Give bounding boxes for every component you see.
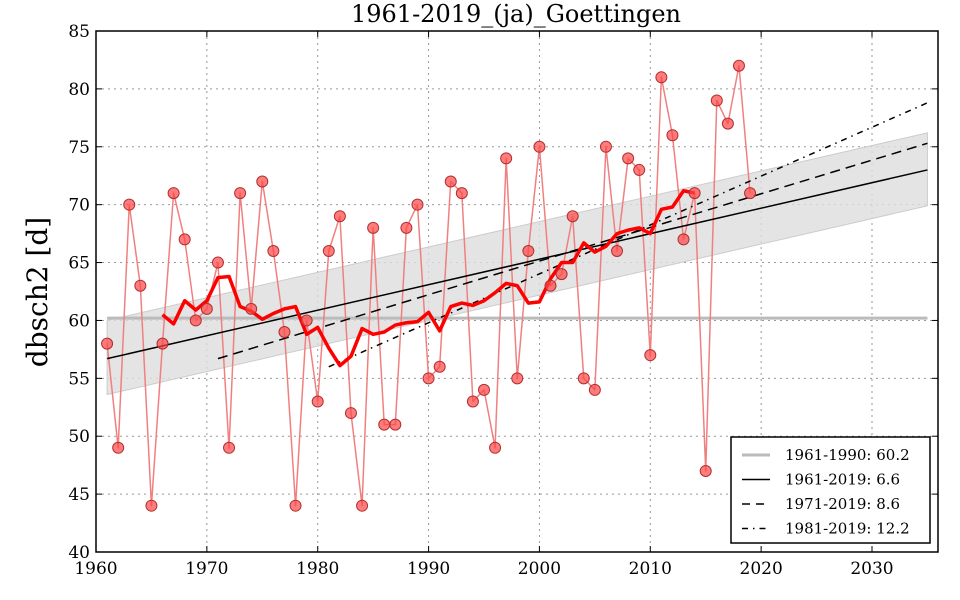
legend-label: 1961-1990: 60.2 xyxy=(785,446,910,464)
y-tick-label: 75 xyxy=(68,138,90,158)
legend-label: 1971-2019: 8.6 xyxy=(785,495,900,513)
data-point xyxy=(500,152,513,165)
data-point xyxy=(178,233,191,246)
data-point xyxy=(211,256,224,269)
data-point xyxy=(644,349,657,362)
data-point xyxy=(677,233,690,246)
data-point xyxy=(533,140,546,153)
data-point xyxy=(577,372,590,385)
chart-title: 1961-2019_(ja)_Goettingen xyxy=(351,0,681,28)
data-point xyxy=(433,360,446,373)
y-tick-label: 60 xyxy=(68,311,90,331)
y-tick-label: 80 xyxy=(68,80,90,100)
y-tick-label: 50 xyxy=(68,427,90,447)
data-point xyxy=(289,499,302,512)
data-point xyxy=(400,221,413,234)
data-point xyxy=(167,187,180,200)
data-point xyxy=(145,499,158,512)
plot-frame xyxy=(95,30,939,553)
data-point xyxy=(322,244,335,257)
data-point xyxy=(411,198,424,211)
data-point xyxy=(367,221,380,234)
data-point xyxy=(189,314,202,327)
data-point xyxy=(356,499,369,512)
data-point xyxy=(333,210,346,223)
data-point xyxy=(599,140,612,153)
data-point xyxy=(123,198,136,211)
data-point xyxy=(234,187,247,200)
y-tick-label: 65 xyxy=(68,254,90,274)
data-points xyxy=(101,59,757,512)
data-point xyxy=(344,407,357,420)
x-tick-label: 2020 xyxy=(740,559,783,579)
data-point xyxy=(278,326,291,339)
data-point xyxy=(311,395,324,408)
x-tick-label: 2010 xyxy=(629,559,672,579)
data-point xyxy=(223,441,236,454)
y-tick-label: 70 xyxy=(68,196,90,216)
data-point xyxy=(655,71,668,84)
series-trend-dashed xyxy=(217,142,928,360)
data-point xyxy=(566,210,579,223)
x-tick-label: 2030 xyxy=(850,559,893,579)
data-point xyxy=(256,175,269,188)
data-point xyxy=(245,302,258,315)
data-point xyxy=(134,279,147,292)
x-tick-label: 1980 xyxy=(296,559,339,579)
series-trend-dashdot xyxy=(328,102,928,368)
y-tick-label: 40 xyxy=(68,543,90,563)
data-point xyxy=(588,383,601,396)
data-point xyxy=(511,372,524,385)
data-point xyxy=(489,441,502,454)
legend-label: 1981-2019: 12.2 xyxy=(785,520,910,538)
data-point xyxy=(744,187,757,200)
data-point xyxy=(622,152,635,165)
data-point xyxy=(478,383,490,396)
data-point xyxy=(732,59,745,72)
y-tick-label: 55 xyxy=(68,369,90,389)
x-tick-label: 2000 xyxy=(518,559,561,579)
data-point xyxy=(522,244,535,257)
data-point xyxy=(699,464,712,477)
data-point xyxy=(200,302,213,315)
data-point xyxy=(300,314,313,327)
data-point xyxy=(267,244,280,257)
y-axis-label: dbsch2 [d] xyxy=(21,217,54,367)
data-point xyxy=(389,418,402,431)
data-point xyxy=(101,337,114,350)
data-point xyxy=(666,129,679,142)
data-point xyxy=(721,117,734,130)
data-point xyxy=(112,441,125,454)
x-tick-label: 1990 xyxy=(407,559,450,579)
data-point xyxy=(710,94,723,107)
y-tick-label: 45 xyxy=(68,485,90,505)
x-tick-label: 1960 xyxy=(74,559,117,579)
data-point xyxy=(544,279,557,292)
data-point xyxy=(455,187,468,200)
data-point xyxy=(555,268,568,281)
y-tick-label: 85 xyxy=(68,22,90,42)
legend: 1961-1990: 60.2 1961-2019: 6.6 1971-2019: … xyxy=(730,436,931,544)
series-trend-solid xyxy=(106,169,928,360)
legend-label: 1961-2019: 6.6 xyxy=(785,471,900,489)
data-point xyxy=(422,372,435,385)
x-tick-label: 1970 xyxy=(185,559,228,579)
data-point xyxy=(444,175,457,188)
data-point xyxy=(633,163,646,176)
axis-ticks: 1960 1970 1980 1990 2000 2010 2020 2030 40 45 50 55… xyxy=(68,22,938,579)
data-point xyxy=(378,418,391,431)
data-point xyxy=(156,337,169,350)
data-point xyxy=(688,187,701,200)
data-point xyxy=(611,244,624,257)
data-point xyxy=(466,395,479,408)
